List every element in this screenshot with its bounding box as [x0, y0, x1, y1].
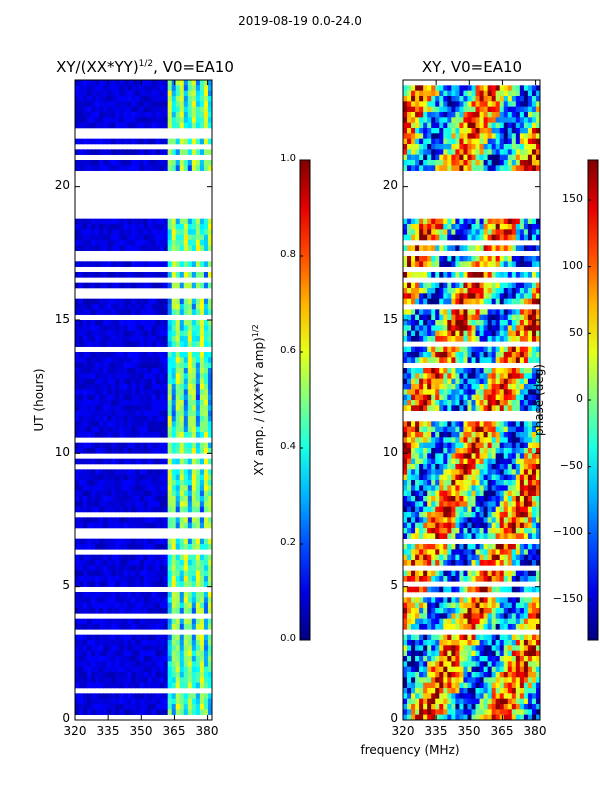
- left-cb-tick-1: 0.2: [280, 537, 296, 548]
- right-panel-title: XY, V0=EA10: [421, 58, 523, 76]
- left-heatmap-cells: [75, 80, 213, 715]
- left-ytick-0: 0: [62, 711, 70, 725]
- left-cb-tick-3: 0.6: [280, 345, 296, 356]
- left-cb-tick-4: 0.8: [280, 249, 296, 260]
- right-cb-tick-0: 0: [576, 392, 583, 405]
- left-cb-tick-2: 0.4: [280, 441, 296, 452]
- left-colorbar: [299, 159, 311, 641]
- right-ytick-20: 20: [382, 178, 398, 192]
- right-ytick-10: 10: [382, 445, 398, 459]
- left-cb-label-exponent: 1/2: [251, 324, 260, 338]
- right-cb-tick-m100: −100: [552, 525, 583, 538]
- right-cb-tick-50: 50: [569, 326, 583, 339]
- left-ylabel: UT (hours): [32, 368, 46, 432]
- right-colorbar-label: phase (deg): [532, 364, 546, 437]
- left-cb-label-prefix: XY amp. / (XX*YY amp): [252, 337, 266, 476]
- x-axis-label: frequency (MHz): [360, 743, 460, 757]
- left-panel-title: XY/(XX*YY)1/2, V0=EA10: [40, 58, 250, 76]
- right-xtick-320: 320: [391, 724, 415, 738]
- right-xtick-365: 365: [490, 724, 514, 738]
- right-xtick-380: 380: [523, 724, 547, 738]
- figure-title: 2019-08-19 0.0-24.0: [238, 14, 362, 28]
- left-title-suffix: , V0=EA10: [153, 58, 234, 76]
- right-ytick-5: 5: [390, 578, 398, 592]
- left-xtick-335: 335: [96, 724, 120, 738]
- left-xtick-380: 380: [195, 724, 219, 738]
- left-ytick-20: 20: [54, 178, 70, 192]
- left-title-exponent: 1/2: [138, 59, 154, 69]
- left-frame: [74, 79, 213, 721]
- right-cb-tick-m50: −50: [559, 459, 583, 472]
- right-xtick-335: 335: [424, 724, 448, 738]
- right-cb-tick-150: 150: [562, 192, 583, 205]
- right-ytick-15: 15: [382, 312, 398, 326]
- left-ytick-15: 15: [54, 312, 70, 326]
- left-cb-tick-0: 0.0: [280, 633, 296, 644]
- left-xtick-365: 365: [162, 724, 186, 738]
- left-colorbar-label: XY amp. / (XX*YY amp)1/2: [251, 310, 269, 490]
- right-xtick-350: 350: [457, 724, 481, 738]
- right-frame: [402, 79, 541, 721]
- left-xtick-350: 350: [129, 724, 153, 738]
- right-cb-tick-m150: −150: [552, 592, 583, 605]
- left-xtick-320: 320: [63, 724, 87, 738]
- left-title-prefix: XY/(XX*YY): [56, 58, 139, 76]
- left-ytick-10: 10: [54, 445, 70, 459]
- right-cb-tick-100: 100: [562, 259, 583, 272]
- left-ytick-5: 5: [62, 578, 70, 592]
- left-cb-tick-5: 1.0: [280, 153, 296, 164]
- right-ytick-0: 0: [390, 711, 398, 725]
- right-heatmap-cells: [403, 85, 541, 721]
